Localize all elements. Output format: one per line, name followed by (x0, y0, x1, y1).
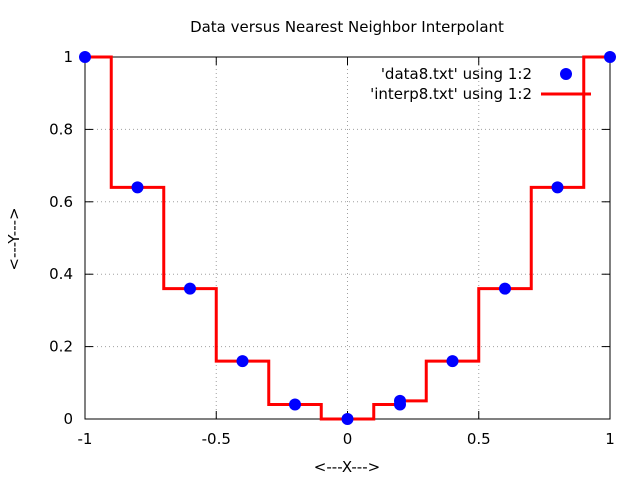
legend: 'data8.txt' using 1:2 'interp8.txt' usin… (370, 65, 591, 103)
data-point (79, 51, 91, 63)
chart-title: Data versus Nearest Neighbor Interpolant (190, 18, 504, 36)
legend-label-interp: 'interp8.txt' using 1:2 (370, 85, 532, 103)
legend-label-data: 'data8.txt' using 1:2 (381, 65, 532, 83)
grid (85, 57, 610, 419)
y-tick-label: 0.8 (49, 120, 73, 138)
data-point (551, 181, 564, 194)
x-tick-label: 0.5 (467, 430, 491, 448)
data-point (236, 355, 249, 368)
x-tick-label: -1 (78, 430, 93, 448)
series (79, 51, 616, 425)
data-point (184, 282, 196, 295)
x-tick-label: -0.5 (202, 430, 231, 448)
y-tick-label: 0.6 (49, 193, 73, 211)
data-point (289, 398, 301, 411)
data-point (604, 51, 616, 63)
y-tick-label: 0.4 (49, 265, 73, 283)
axis-ticks: -1 -0.5 0 0.5 1 0 0.2 0.4 0.6 0.8 1 (49, 48, 615, 448)
y-tick-label: 0.2 (49, 338, 73, 356)
x-tick-label: 0 (343, 430, 353, 448)
legend-marker-data (560, 68, 572, 80)
data-point (131, 181, 144, 194)
x-axis-label: <---X---> (314, 458, 380, 476)
data-point (446, 355, 459, 368)
data-point (341, 413, 354, 425)
data-point (499, 282, 511, 295)
data-point (394, 394, 406, 407)
x-tick-label: 1 (605, 430, 615, 448)
y-tick-label: 0 (63, 410, 73, 428)
y-tick-label: 1 (63, 48, 73, 66)
y-axis-label: <---Y---> (5, 207, 23, 270)
interp-step-line (85, 55, 610, 421)
